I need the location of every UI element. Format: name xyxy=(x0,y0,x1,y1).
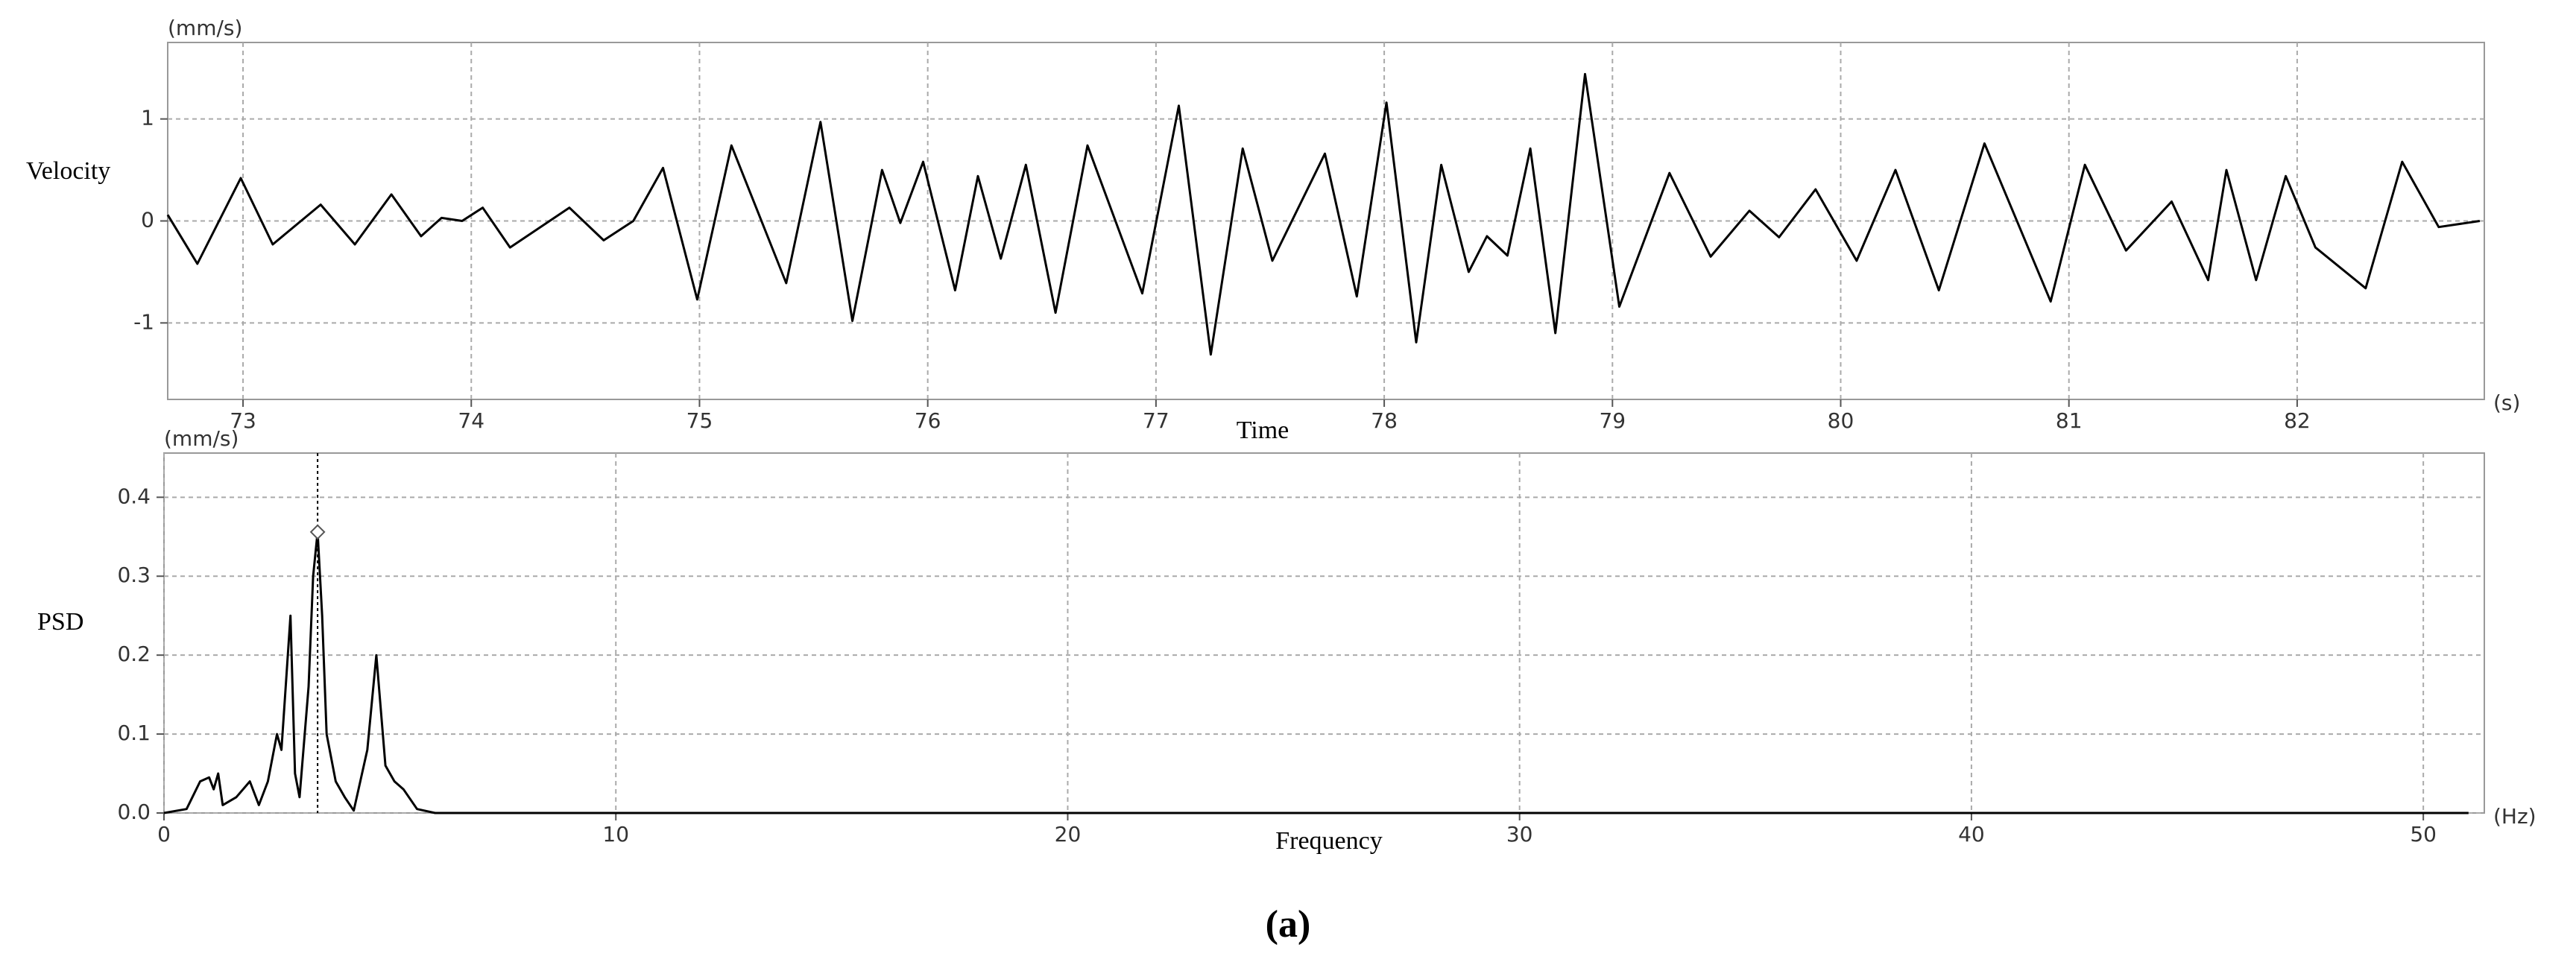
x-tick-label: 76 xyxy=(915,408,941,433)
x-unit: (s) xyxy=(2493,390,2520,415)
y-axis-label: Velocity xyxy=(26,157,110,185)
x-tick-label: 81 xyxy=(2056,408,2083,433)
y-tick-label: 0.4 xyxy=(117,484,151,508)
y-tick-label: 0.2 xyxy=(117,642,151,666)
x-tick-label: 40 xyxy=(1958,822,1985,847)
x-tick-label: 30 xyxy=(1506,822,1533,847)
x-tick-label: 79 xyxy=(1599,408,1626,433)
y-tick-label: 0.0 xyxy=(117,800,151,824)
x-tick-label: 20 xyxy=(1055,822,1082,847)
data-line xyxy=(166,72,2481,356)
y-tick-label: 0.1 xyxy=(117,721,151,745)
x-tick-label: 78 xyxy=(1371,408,1398,433)
x-tick-label: 82 xyxy=(2284,408,2311,433)
x-tick-label: 10 xyxy=(602,822,629,847)
x-axis-label: Time xyxy=(1237,417,1289,444)
x-tick-label: 74 xyxy=(458,408,484,433)
y-tick-label: 1 xyxy=(141,106,154,130)
x-tick-label: 80 xyxy=(1828,408,1854,433)
x-tick-label: 73 xyxy=(230,408,256,433)
plot-area xyxy=(163,452,2485,814)
marker-point xyxy=(309,524,326,540)
y-axis-label: PSD xyxy=(37,608,83,636)
x-unit: (Hz) xyxy=(2493,804,2536,829)
y-tick-label: -1 xyxy=(133,309,154,334)
y-unit: (mm/s) xyxy=(168,16,242,40)
data-line xyxy=(163,531,2469,814)
x-axis-label: Frequency xyxy=(1275,827,1383,855)
y-tick-label: 0 xyxy=(141,208,154,232)
x-tick-label: 75 xyxy=(686,408,713,433)
y-unit: (mm/s) xyxy=(164,426,239,451)
x-tick-label: 0 xyxy=(157,822,171,847)
y-tick-label: 0.3 xyxy=(117,563,151,587)
x-tick-label: 77 xyxy=(1143,408,1169,433)
x-tick-label: 50 xyxy=(2410,822,2437,847)
caption: (a) xyxy=(1266,903,1311,946)
